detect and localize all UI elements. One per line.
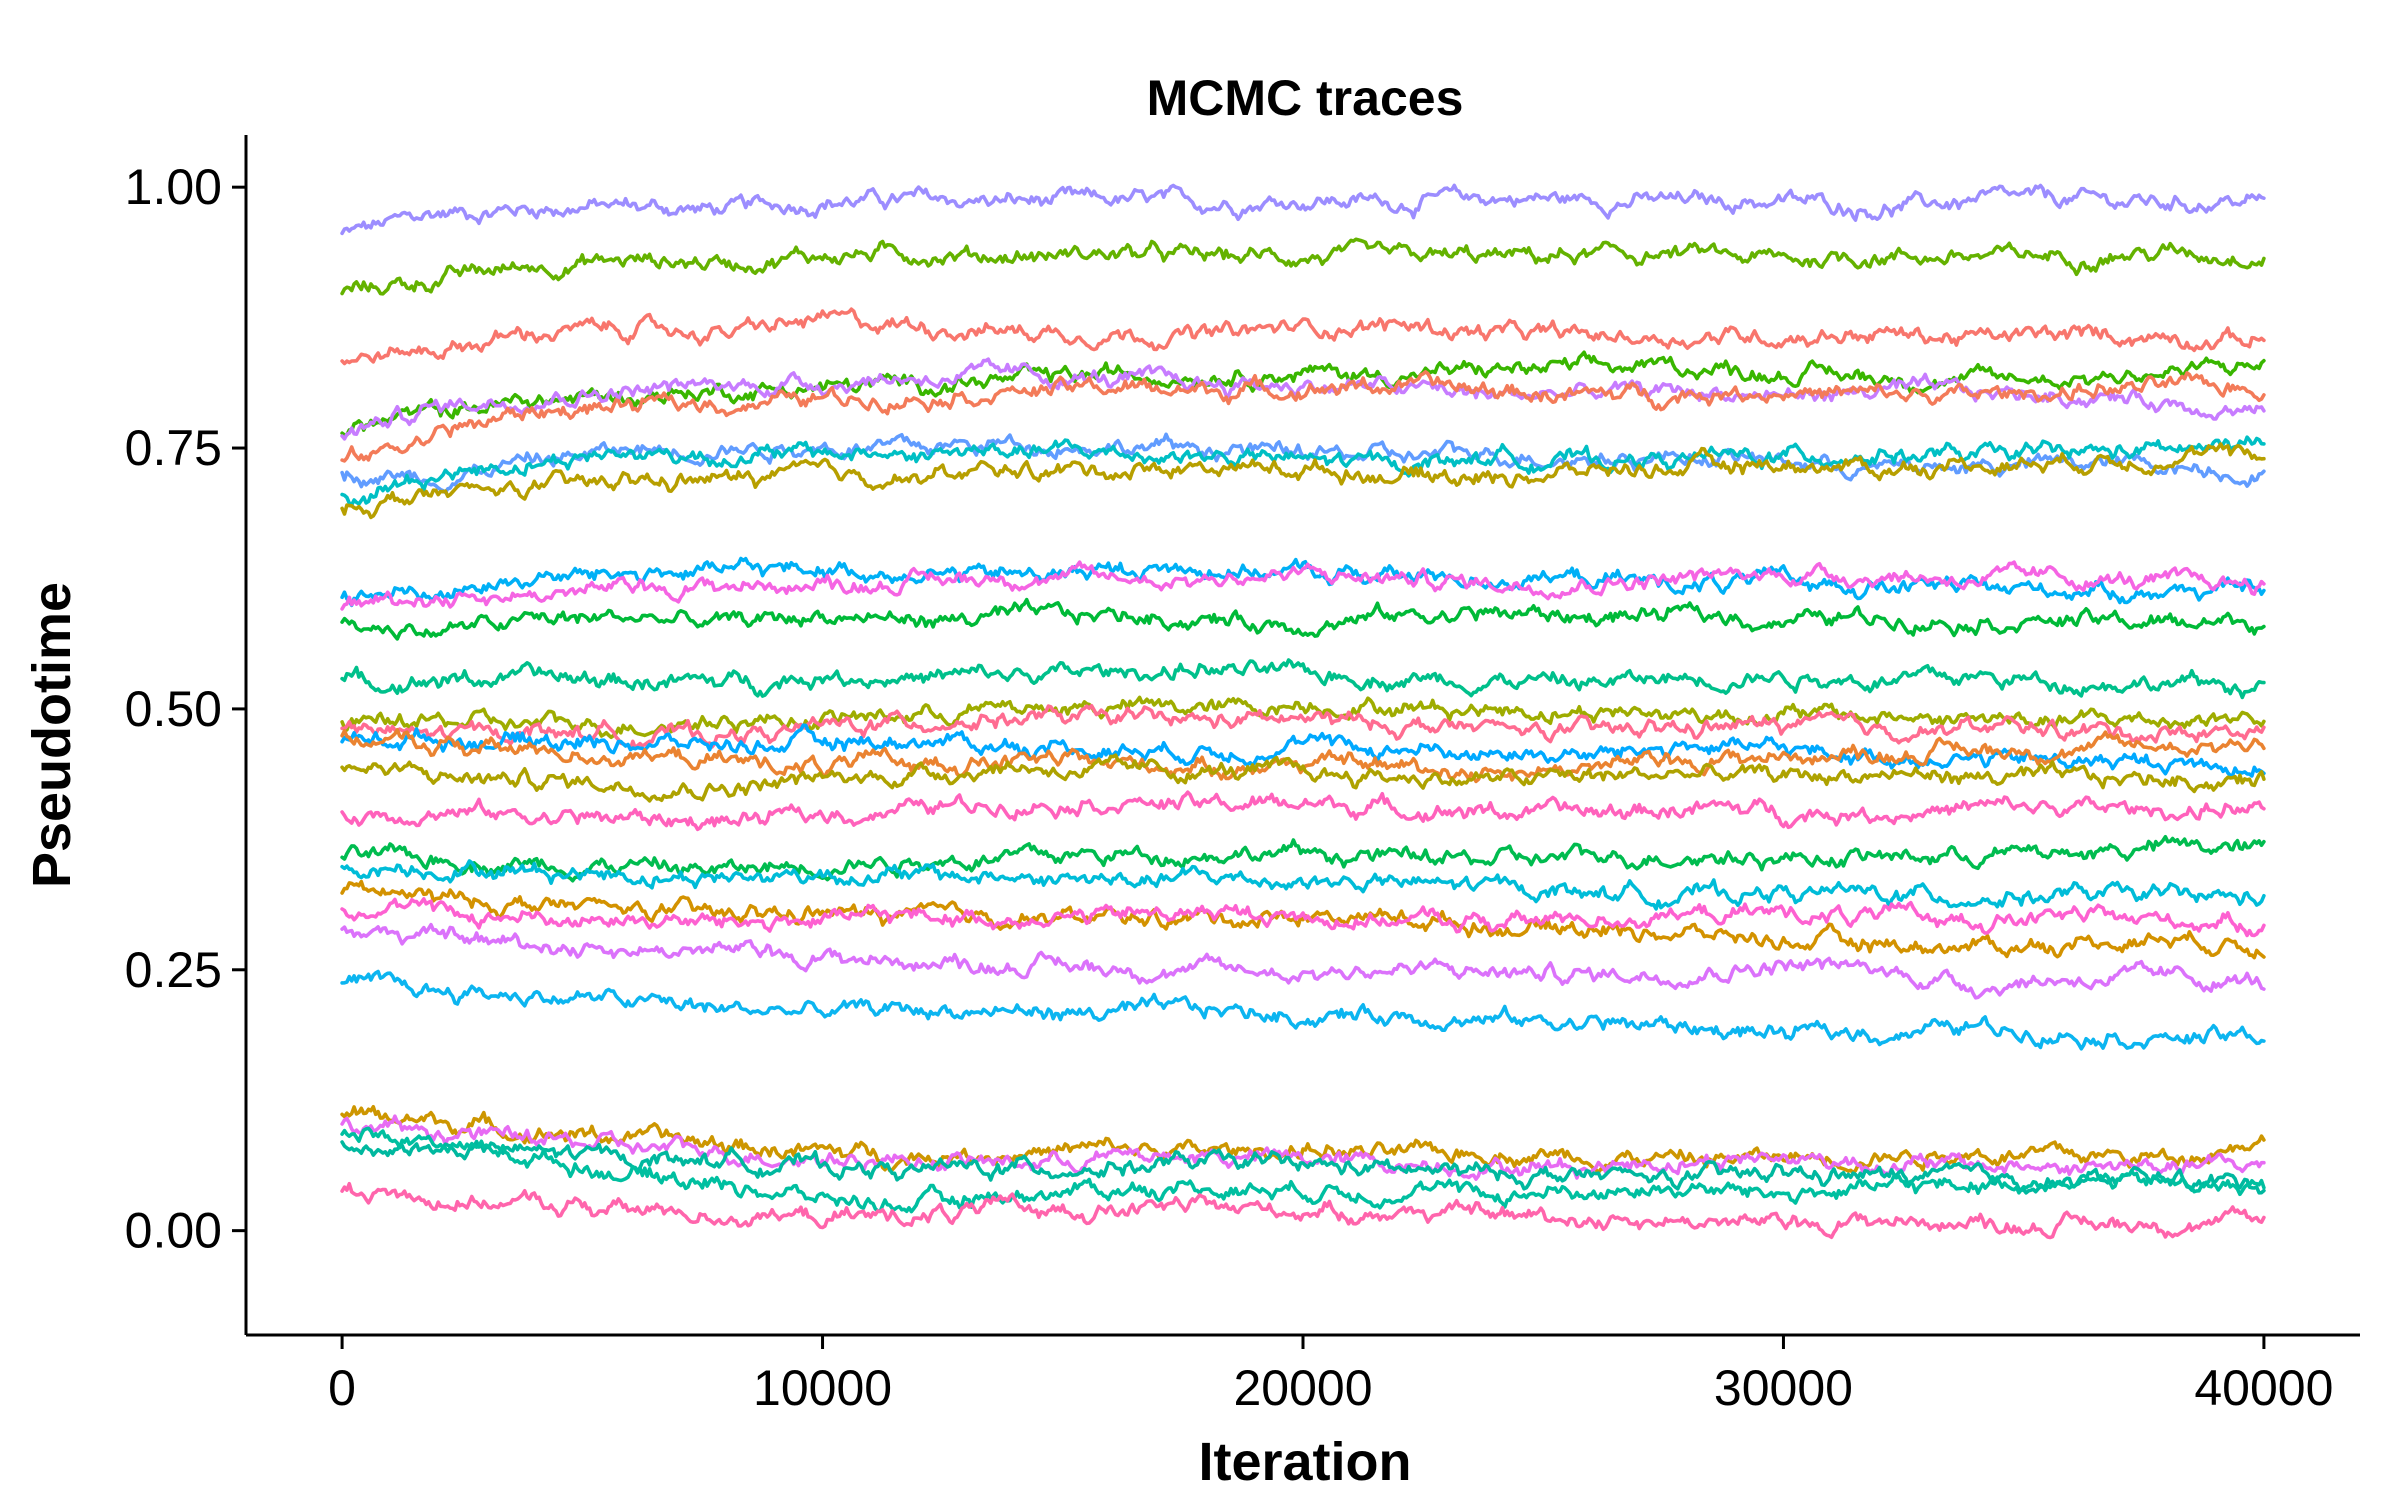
trace-line bbox=[340, 859, 2266, 911]
x-axis-label: Iteration bbox=[1198, 1432, 1411, 1492]
y-tick-label: 0.50 bbox=[125, 681, 222, 737]
trace-line bbox=[340, 1126, 2266, 1214]
x-tick-label: 20000 bbox=[1233, 1360, 1372, 1416]
trace-line bbox=[340, 922, 2266, 1000]
trace-line bbox=[340, 879, 2266, 960]
trace-line bbox=[340, 695, 2266, 740]
trace-line bbox=[340, 790, 2266, 832]
y-tick-label: 1.00 bbox=[125, 159, 222, 215]
trace-line bbox=[340, 703, 2266, 752]
y-axis-label: Pseudotime bbox=[22, 582, 82, 888]
trace-line bbox=[340, 370, 2266, 463]
trace-line bbox=[340, 597, 2266, 641]
trace-line bbox=[340, 237, 2266, 296]
trace-line bbox=[340, 435, 2266, 507]
chart-title: MCMC traces bbox=[1147, 70, 1464, 126]
y-axis-ticks: 0.00 0.25 0.50 0.75 1.00 bbox=[125, 159, 246, 1259]
trace-line bbox=[340, 658, 2266, 700]
x-axis-ticks: 0 10000 20000 30000 40000 bbox=[328, 1335, 2333, 1416]
trace-line bbox=[340, 1139, 2266, 1195]
trace-line bbox=[340, 969, 2266, 1051]
trace-line bbox=[340, 1181, 2266, 1240]
trace-line bbox=[340, 1105, 2266, 1175]
trace-line bbox=[340, 1114, 2266, 1181]
trace-line bbox=[340, 723, 2266, 778]
trace-line bbox=[340, 753, 2266, 803]
trace-line bbox=[340, 560, 2266, 611]
trace-line bbox=[340, 897, 2266, 938]
x-tick-label: 10000 bbox=[753, 1360, 892, 1416]
y-tick-label: 0.75 bbox=[125, 420, 222, 476]
x-tick-label: 0 bbox=[328, 1360, 356, 1416]
x-tick-label: 30000 bbox=[1714, 1360, 1853, 1416]
y-tick-label: 0.25 bbox=[125, 942, 222, 998]
trace-line bbox=[340, 357, 2266, 441]
x-tick-label: 40000 bbox=[2194, 1360, 2333, 1416]
y-tick-label: 0.00 bbox=[125, 1203, 222, 1259]
trace-lines bbox=[340, 183, 2266, 1240]
trace-line bbox=[340, 307, 2266, 366]
trace-line bbox=[340, 834, 2266, 883]
trace-line bbox=[340, 442, 2266, 520]
trace-line bbox=[340, 183, 2266, 236]
